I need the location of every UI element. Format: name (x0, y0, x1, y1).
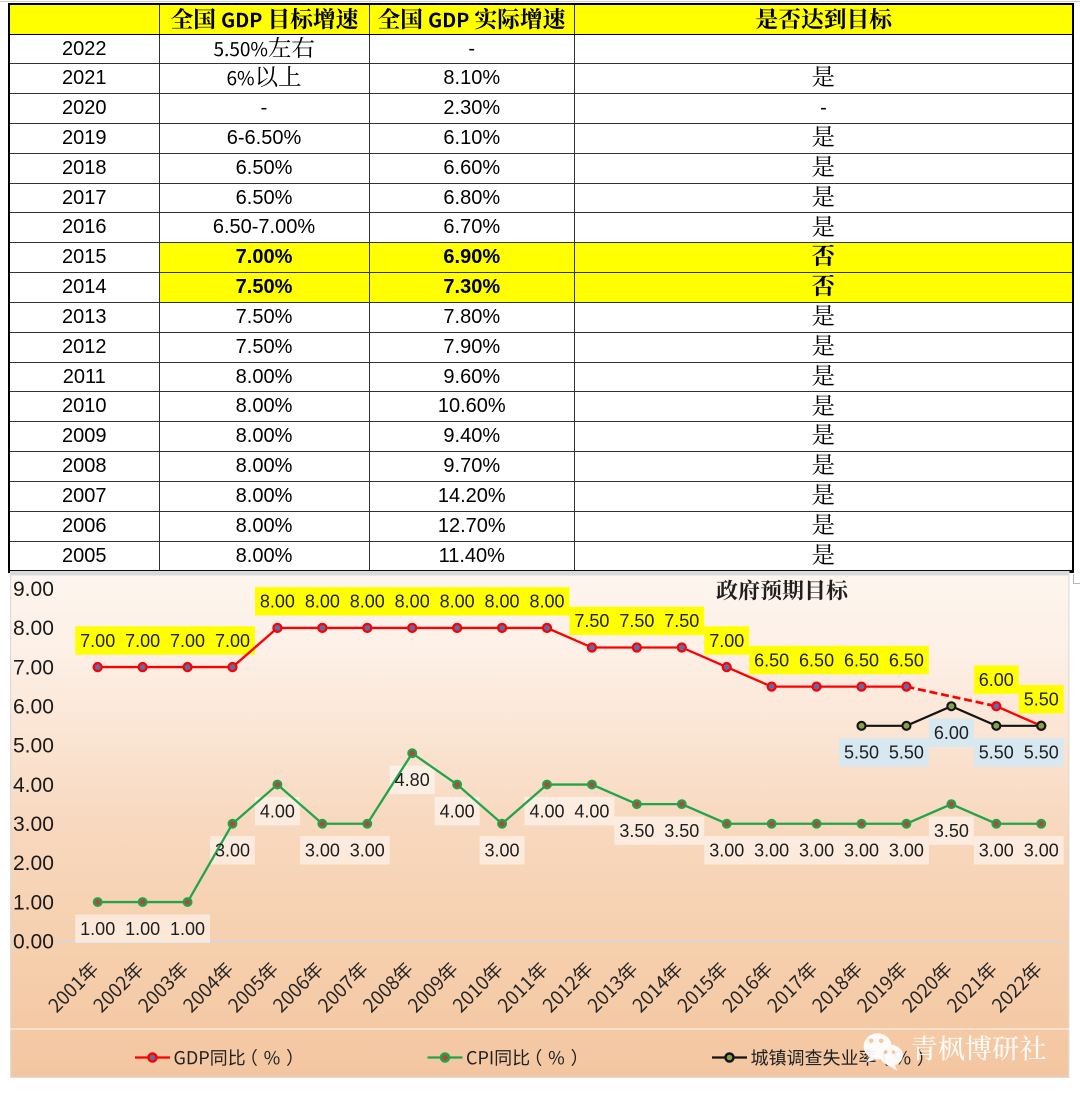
svg-text:8.00: 8.00 (485, 592, 520, 612)
svg-text:8.00: 8.00 (440, 592, 475, 612)
svg-text:4.00: 4.00 (574, 801, 609, 821)
svg-text:5.50: 5.50 (979, 743, 1014, 763)
svg-text:4.00: 4.00 (529, 801, 564, 821)
svg-text:6.50: 6.50 (844, 650, 879, 670)
svg-text:3.00: 3.00 (844, 841, 879, 861)
svg-text:8.00: 8.00 (529, 592, 564, 612)
svg-text:3.00: 3.00 (305, 841, 340, 861)
svg-text:6.50: 6.50 (799, 650, 834, 670)
svg-text:3.00: 3.00 (13, 813, 54, 836)
svg-text:8.00: 8.00 (395, 592, 430, 612)
svg-text:1.00: 1.00 (125, 919, 160, 939)
svg-text:8.00: 8.00 (260, 592, 295, 612)
svg-text:3.00: 3.00 (485, 841, 520, 861)
svg-text:6.50: 6.50 (754, 650, 789, 670)
svg-text:5.50: 5.50 (844, 743, 879, 763)
svg-text:7.00: 7.00 (125, 631, 160, 651)
svg-text:7.00: 7.00 (80, 631, 115, 651)
svg-text:3.00: 3.00 (215, 841, 250, 861)
svg-text:4.00: 4.00 (260, 801, 295, 821)
svg-text:3.00: 3.00 (754, 841, 789, 861)
svg-text:3.50: 3.50 (619, 821, 654, 841)
svg-text:3.00: 3.00 (799, 841, 834, 861)
svg-text:6.00: 6.00 (934, 723, 969, 743)
svg-text:7.00: 7.00 (215, 631, 250, 651)
svg-text:3.00: 3.00 (889, 841, 924, 861)
svg-text:3.00: 3.00 (709, 841, 744, 861)
svg-text:7.50: 7.50 (664, 611, 699, 631)
svg-text:3.00: 3.00 (979, 841, 1014, 861)
svg-text:4.80: 4.80 (395, 770, 430, 790)
svg-text:1.00: 1.00 (80, 919, 115, 939)
svg-text:6.00: 6.00 (979, 670, 1014, 690)
svg-text:3.00: 3.00 (1024, 841, 1059, 861)
svg-text:5.00: 5.00 (13, 735, 54, 758)
svg-text:3.50: 3.50 (934, 821, 969, 841)
svg-text:1.00: 1.00 (13, 891, 54, 914)
svg-text:6.50: 6.50 (889, 650, 924, 670)
svg-text:0.00: 0.00 (13, 931, 54, 954)
svg-text:7.00: 7.00 (170, 631, 205, 651)
svg-text:4.00: 4.00 (13, 774, 54, 797)
svg-text:6.00: 6.00 (13, 696, 54, 719)
svg-text:8.00: 8.00 (13, 617, 54, 640)
svg-text:1.00: 1.00 (170, 919, 205, 939)
svg-text:7.50: 7.50 (574, 611, 609, 631)
svg-text:2.00: 2.00 (13, 852, 54, 875)
svg-text:8.00: 8.00 (305, 592, 340, 612)
svg-text:5.50: 5.50 (889, 743, 924, 763)
svg-text:3.50: 3.50 (664, 821, 699, 841)
svg-text:7.50: 7.50 (619, 611, 654, 631)
svg-text:4.00: 4.00 (440, 801, 475, 821)
svg-text:5.50: 5.50 (1024, 690, 1059, 710)
svg-text:3.00: 3.00 (350, 841, 385, 861)
svg-text:7.00: 7.00 (13, 656, 54, 679)
svg-text:7.00: 7.00 (709, 631, 744, 651)
svg-text:9.00: 9.00 (13, 578, 54, 601)
svg-text:8.00: 8.00 (350, 592, 385, 612)
svg-text:5.50: 5.50 (1024, 743, 1059, 763)
